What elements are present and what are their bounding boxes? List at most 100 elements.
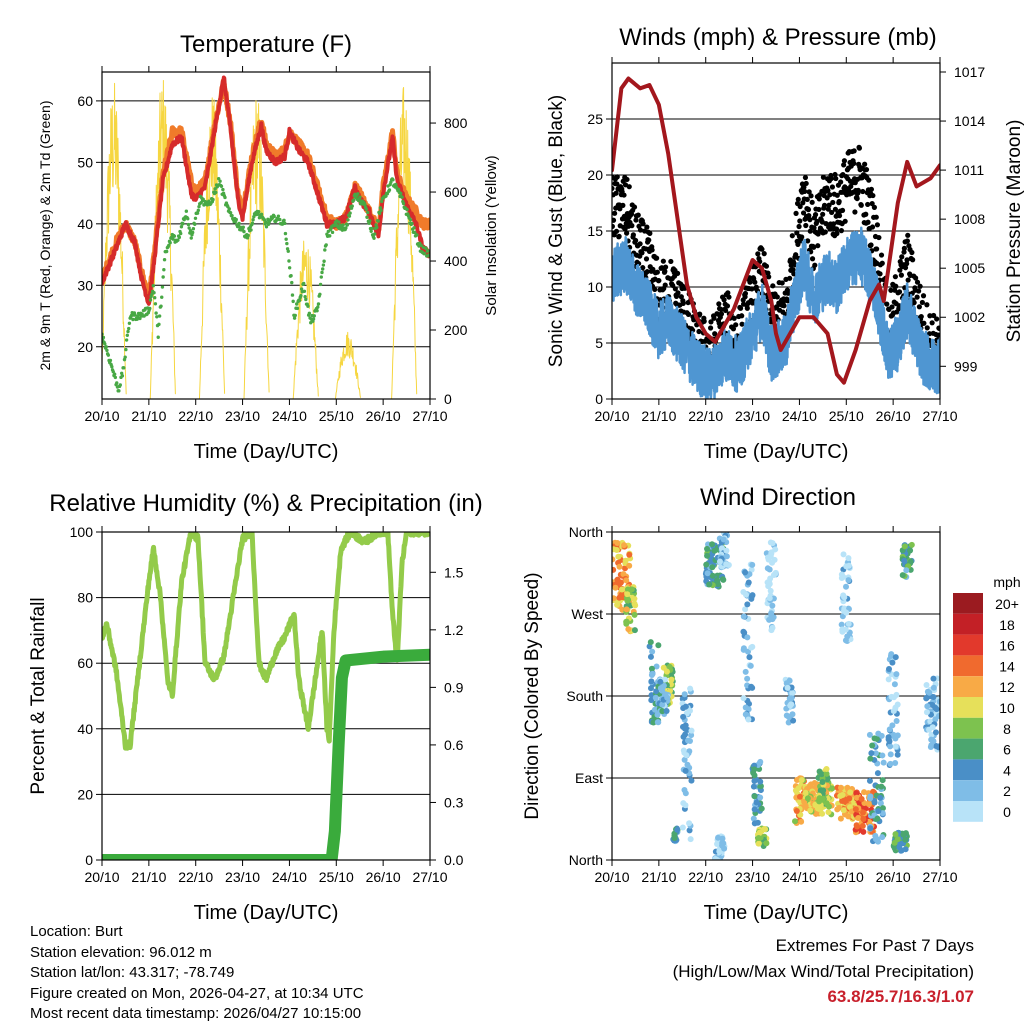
direction-point	[866, 731, 873, 738]
gust-point	[640, 265, 646, 271]
gust-point	[865, 201, 871, 208]
gust-point	[633, 217, 639, 223]
direction-point	[631, 611, 638, 618]
direction-point	[654, 719, 661, 726]
direction-point	[625, 596, 632, 603]
direction-point	[706, 581, 713, 588]
direction-point	[680, 713, 687, 720]
gust-point	[820, 174, 827, 180]
direction-point	[716, 848, 723, 855]
gust-point	[826, 202, 832, 208]
gust-point	[644, 269, 650, 275]
direction-point	[744, 601, 751, 608]
gust-point	[878, 252, 885, 258]
dewpoint-point	[196, 208, 200, 213]
dewpoint-point	[106, 353, 111, 357]
direction-point	[704, 552, 711, 559]
gust-point	[624, 230, 630, 236]
direction-point	[845, 555, 852, 562]
x-tick-label: 22/10	[178, 408, 213, 424]
direction-point	[769, 616, 776, 623]
x-tick-label: 25/10	[829, 408, 864, 424]
direction-y-axis-label: Direction (Colored By Speed)	[522, 572, 543, 819]
dewpoint-point	[181, 222, 185, 226]
direction-point	[893, 671, 900, 678]
x-tick-label: 24/10	[782, 869, 817, 885]
dewpoint-point	[401, 201, 406, 206]
gust-point	[711, 315, 717, 321]
direction-point	[872, 750, 879, 757]
x-tick-label: 27/10	[412, 408, 447, 424]
direction-point	[682, 767, 689, 774]
direction-point	[659, 701, 666, 708]
legend-label: 18	[999, 617, 1015, 633]
direction-point	[764, 579, 771, 586]
dewpoint-point	[154, 311, 158, 315]
direction-point	[688, 777, 695, 784]
direction-point	[761, 826, 768, 833]
gust-point	[838, 179, 844, 185]
gust-point	[739, 321, 745, 327]
gust-point	[678, 294, 684, 300]
dewpoint-point	[347, 214, 352, 218]
dewpoint-point	[363, 203, 367, 207]
direction-point	[792, 818, 799, 825]
dewpoint-point	[384, 194, 388, 198]
gust-point	[624, 176, 630, 183]
gust-point	[860, 188, 866, 195]
direction-point	[869, 742, 876, 749]
direction-point	[647, 653, 654, 660]
solar-insolation-line	[334, 331, 361, 399]
dewpoint-point	[126, 329, 130, 334]
direction-point	[889, 659, 896, 666]
y2-tick-label: 0.9	[444, 679, 464, 695]
gust-point	[801, 184, 807, 190]
gust-point	[747, 279, 753, 285]
dewpoint-point	[364, 207, 368, 211]
gust-point	[924, 325, 930, 331]
direction-point	[894, 751, 901, 758]
dewpoint-point	[377, 211, 382, 216]
dewpoint-point	[365, 210, 370, 215]
gust-point	[800, 210, 807, 216]
dewpoint-point	[193, 222, 197, 226]
direction-title: Wind Direction	[700, 484, 856, 511]
gust-point	[899, 254, 905, 260]
latlon-text: Station lat/lon: 43.317; -78.749	[30, 964, 235, 981]
y2-tick-label: 1005	[954, 260, 985, 276]
direction-point	[624, 591, 631, 598]
dewpoint-point	[302, 281, 306, 286]
direction-point	[712, 855, 719, 860]
gust-point	[927, 313, 933, 319]
gust-point	[803, 222, 809, 229]
solar-insolation-line	[292, 240, 319, 399]
dewpoint-point	[345, 223, 349, 227]
winds-plot-area	[612, 76, 940, 399]
solar-insolation-line	[149, 79, 176, 399]
direction-point	[829, 785, 836, 792]
direction-point	[891, 844, 898, 851]
gust-point	[680, 300, 686, 307]
dewpoint-point	[322, 259, 326, 263]
direction-point	[749, 561, 756, 568]
direction-point	[865, 801, 872, 808]
dewpoint-point	[337, 220, 341, 224]
direction-point	[929, 701, 936, 708]
gust-point	[901, 245, 907, 251]
direction-point	[867, 795, 874, 802]
gust-point	[913, 275, 919, 281]
dewpoint-point	[319, 275, 323, 279]
direction-point	[744, 634, 751, 641]
dewpoint-point	[351, 198, 356, 202]
gust-point	[836, 213, 843, 219]
gust-point	[662, 282, 668, 288]
dewpoint-point	[186, 222, 191, 227]
legend-swatch	[953, 780, 983, 801]
legend-label: 2	[1003, 783, 1011, 799]
gust-point	[779, 280, 785, 286]
y-tick-label: 20	[77, 786, 93, 802]
direction-frame	[611, 531, 941, 861]
direction-point	[719, 576, 726, 583]
gust-point	[920, 293, 927, 299]
gust-point	[689, 327, 696, 333]
